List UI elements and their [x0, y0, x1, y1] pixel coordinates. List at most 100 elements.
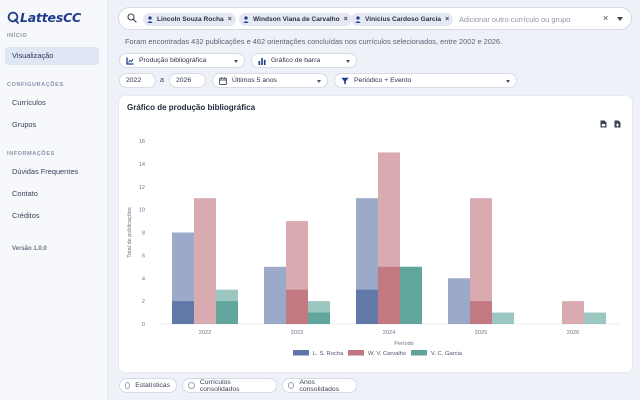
- chip-remove-icon[interactable]: ×: [227, 16, 232, 23]
- year-to-input[interactable]: 2026: [169, 73, 206, 88]
- section-title-configuracoes: CONFIGURAÇÕES: [7, 82, 64, 88]
- x-axis-label: Período: [394, 341, 414, 347]
- bar-periodico: [356, 289, 378, 324]
- tab-anos-consolidados[interactable]: Anos consolidados: [282, 378, 357, 393]
- year-from-input[interactable]: 2022: [119, 73, 156, 88]
- export-icon[interactable]: [614, 120, 621, 128]
- bar-total: [492, 312, 514, 324]
- bar-periodico: [378, 266, 400, 324]
- bar-periodico: [216, 301, 238, 324]
- bar-periodico: [400, 266, 422, 324]
- selected-chip-rocha[interactable]: Lincoln Souza Rocha ×: [143, 13, 236, 26]
- x-tick-label: 2023: [291, 330, 303, 336]
- chart-card: Gráfico de produção bibliográfica 0 2 4 6 8 1…: [119, 96, 632, 372]
- app-logo[interactable]: LattesCC: [7, 10, 81, 25]
- bar-total: [264, 266, 286, 324]
- curriculum-search[interactable]: Lincoln Souza Rocha × Windson Viana de C…: [118, 7, 632, 30]
- chart-type-value: Gráfico de barra: [271, 57, 321, 64]
- sidebar: LattesCC INÍCIO Visualização CONFIGURAÇÕ…: [0, 0, 108, 400]
- app-name: LattesCC: [20, 10, 82, 25]
- sidebar-item-contato[interactable]: Contato: [12, 189, 38, 198]
- bar-periodico: [308, 312, 330, 324]
- bar-periodico: [286, 289, 308, 324]
- y-tick-label: 14: [139, 162, 145, 168]
- chevron-down-icon[interactable]: [617, 17, 623, 21]
- selected-chip-garcia[interactable]: Vinicius Cardoso Garcia ×: [351, 13, 454, 26]
- sidebar-item-visualizacao[interactable]: Visualização: [5, 47, 99, 65]
- sidebar-item-curriculos[interactable]: Currículos: [12, 98, 46, 107]
- year-to-value: 2026: [176, 77, 192, 84]
- section-title-informacoes: INFORMAÇÕES: [7, 151, 55, 157]
- line-chart-icon: [126, 57, 134, 65]
- bar-total: [194, 198, 216, 324]
- search-placeholder[interactable]: Adicionar outro currículo ou grupo: [459, 15, 571, 24]
- radio-icon: [125, 382, 131, 389]
- chevron-down-icon: [317, 80, 321, 83]
- search-icon: [127, 13, 137, 23]
- production-type-select[interactable]: Produção bibliográfica: [119, 53, 245, 68]
- tab-estatisticas[interactable]: Estatísticas: [119, 378, 177, 393]
- radio-icon: [188, 382, 195, 389]
- chart-title: Gráfico de produção bibliográfica: [127, 103, 256, 112]
- y-tick-label: 16: [139, 139, 145, 145]
- y-tick-label: 6: [142, 253, 145, 259]
- tab-label: Anos consolidados: [299, 378, 340, 393]
- results-summary: Foram encontradas 432 publicações e 462 …: [125, 37, 503, 46]
- chip-label: Windson Viana de Carvalho: [253, 16, 340, 23]
- chevron-down-icon: [506, 80, 510, 83]
- sidebar-item-creditos[interactable]: Créditos: [12, 211, 40, 220]
- chart-type-select[interactable]: Gráfico de barra: [251, 53, 357, 68]
- sidebar-item-duvidas[interactable]: Dúvidas Frequentes: [12, 167, 79, 176]
- x-tick-label: 2025: [475, 330, 487, 336]
- y-tick-label: 12: [139, 185, 145, 191]
- calendar-icon: [219, 76, 227, 85]
- legend-swatch: [348, 350, 364, 356]
- radio-icon: [288, 382, 295, 389]
- chevron-down-icon: [346, 60, 350, 63]
- chip-label: Lincoln Souza Rocha: [157, 16, 224, 23]
- tab-curriculos-consolidados[interactable]: Currículos consolidados: [182, 378, 277, 393]
- y-tick-label: 10: [139, 208, 145, 214]
- y-tick-label: 8: [142, 231, 145, 237]
- chip-remove-icon[interactable]: ×: [343, 16, 348, 23]
- tab-label: Estatísticas: [135, 382, 170, 389]
- bar-total: [470, 198, 492, 324]
- bar-total: [562, 301, 584, 324]
- legend-label: L. S. Rocha: [313, 351, 344, 357]
- person-icon: [147, 16, 153, 23]
- production-type-value: Produção bibliográfica: [139, 57, 207, 64]
- section-title-inicio: INÍCIO: [7, 33, 28, 39]
- x-tick-label: 2022: [199, 330, 211, 336]
- filter-icon: [341, 77, 349, 84]
- x-tick-label: 2024: [383, 330, 395, 336]
- year-range-separator: a: [160, 77, 164, 84]
- group-by-select[interactable]: Periódico + Evento: [334, 73, 517, 88]
- bar-periodico: [470, 301, 492, 324]
- selected-chip-carvalho[interactable]: Windson Viana de Carvalho ×: [239, 13, 352, 26]
- bar-total: [448, 278, 470, 324]
- legend-label: V. C. Garcia: [431, 351, 463, 357]
- x-tick-label: 2026: [567, 330, 579, 336]
- y-tick-label: 4: [142, 276, 145, 282]
- y-axis-label: Total de publicações: [127, 207, 133, 258]
- logo-q-icon: [7, 11, 19, 24]
- period-select[interactable]: Últimos 5 anos: [212, 73, 328, 88]
- y-tick-label: 0: [142, 322, 145, 328]
- chevron-down-icon: [234, 60, 238, 63]
- sidebar-item-grupos[interactable]: Grupos: [12, 120, 37, 129]
- y-tick-label: 2: [142, 299, 145, 305]
- bar-chart-icon: [258, 57, 266, 65]
- chip-label: Vinicius Cardoso Garcia: [365, 16, 442, 23]
- year-from-value: 2022: [126, 77, 142, 84]
- legend-swatch: [411, 350, 427, 356]
- person-icon: [355, 16, 361, 23]
- version-label: Versão 1.0.0: [12, 246, 47, 252]
- production-bar-chart: 0 2 4 6 8 10 12 14 16 Total de publicações 2022 202…: [127, 139, 619, 357]
- period-value: Últimos 5 anos: [232, 77, 277, 84]
- chip-remove-icon[interactable]: ×: [445, 16, 450, 23]
- tab-label: Currículos consolidados: [199, 378, 240, 393]
- legend-swatch: [293, 350, 309, 356]
- clear-search-icon[interactable]: ×: [603, 13, 609, 23]
- group-by-value: Periódico + Evento: [354, 77, 412, 84]
- download-icon[interactable]: [600, 120, 607, 128]
